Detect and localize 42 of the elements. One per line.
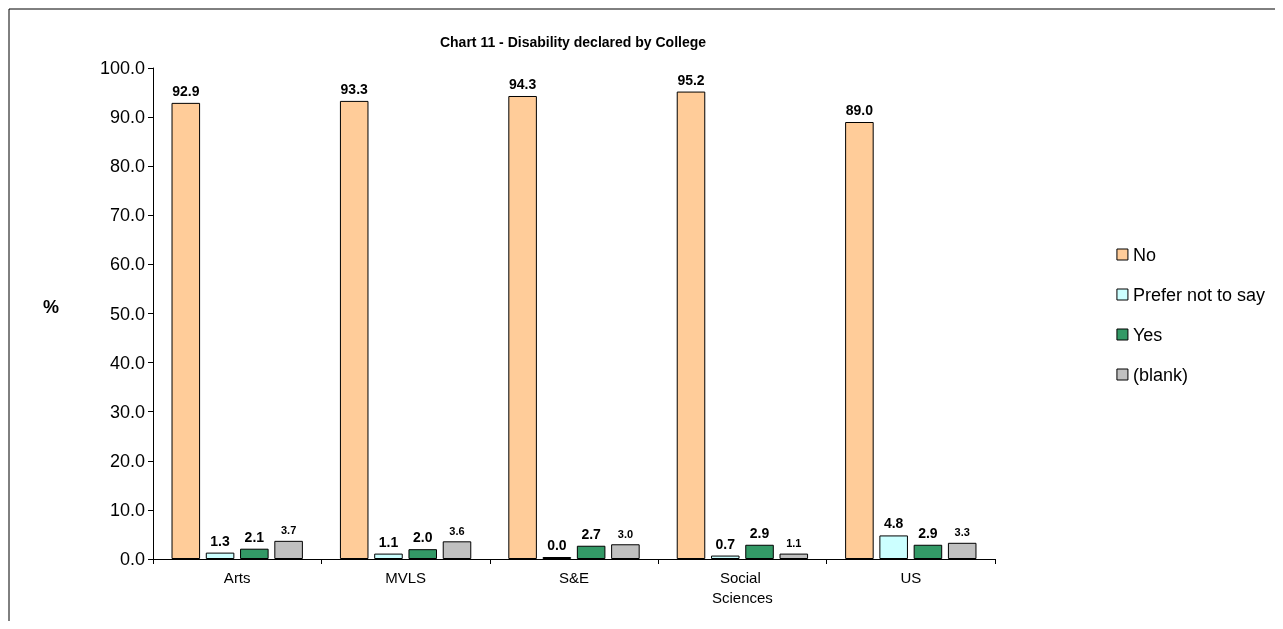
x-tick-label: Social Sciences <box>711 568 773 606</box>
data-label: 95.2 <box>677 71 705 88</box>
legend-label: Yes <box>1132 324 1163 345</box>
legend-label: Prefer not to say <box>1132 284 1266 305</box>
legend-label: (blank) <box>1132 364 1188 385</box>
data-label: 2.1 <box>244 528 265 545</box>
data-label: 1.1 <box>786 537 802 550</box>
data-label: 2.0 <box>413 529 433 546</box>
y-tick-label: 50.0 <box>109 303 145 324</box>
y-axis-title: % <box>43 297 60 317</box>
x-tick-label: US <box>900 568 922 586</box>
y-tick-label: 100.0 <box>99 58 145 78</box>
y-tick-label: 20.0 <box>109 450 145 471</box>
data-label: 4.8 <box>883 515 904 532</box>
y-tick-label: 0.0 <box>119 549 145 569</box>
data-label: 0.0 <box>547 537 567 553</box>
x-tick-label: Arts <box>223 568 251 586</box>
y-tick-label: 60.0 <box>109 254 145 275</box>
chart-title: Chart 11 - Disability declared by College <box>439 34 707 50</box>
y-tick-label: 90.0 <box>109 107 145 128</box>
y-tick-label: 10.0 <box>109 499 145 520</box>
data-label: 89.0 <box>845 102 874 119</box>
y-tick-label: 80.0 <box>109 156 145 177</box>
data-label: 94.3 <box>508 75 537 92</box>
data-label: 3.0 <box>617 527 634 540</box>
y-tick-label: 40.0 <box>109 352 145 373</box>
y-tick-label: 30.0 <box>109 401 145 422</box>
data-label: 2.9 <box>918 524 938 541</box>
data-label: 2.7 <box>581 525 602 542</box>
data-label: 3.6 <box>449 524 465 537</box>
data-label: 1.3 <box>210 532 231 549</box>
data-label: 93.3 <box>340 80 369 97</box>
x-tick-label: S&E <box>558 568 590 586</box>
data-label: 0.7 <box>715 535 736 552</box>
data-label: 1.1 <box>378 533 399 550</box>
y-tick-label: 70.0 <box>109 205 145 226</box>
x-tick-label: MVLS <box>385 568 427 586</box>
data-label: 3.3 <box>954 526 970 539</box>
data-label: 3.7 <box>280 524 297 537</box>
data-label: 92.9 <box>172 82 200 99</box>
legend-label: No <box>1132 244 1156 265</box>
data-label: 2.9 <box>749 524 770 541</box>
